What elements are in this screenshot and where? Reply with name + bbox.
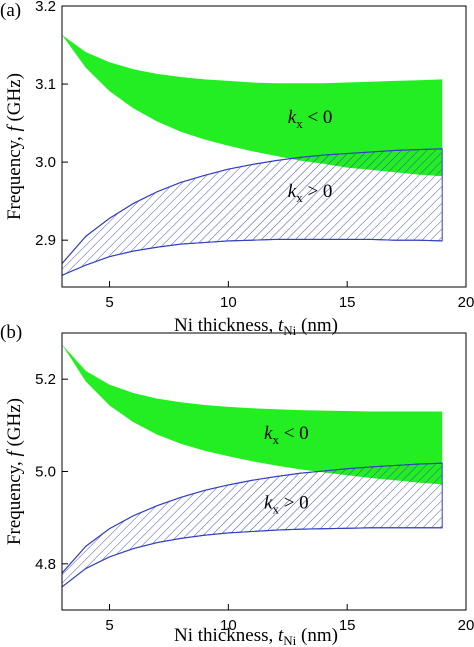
y-tick-label: 4.8 [35,556,56,573]
band-lower-edge [62,238,443,276]
panel-b-label: (b) [0,322,23,343]
chart-panel-a: kx < 0 kx > 0 5 10 15 20 2.9 3.0 3.1 3.2 Ni thickn… [4,0,474,338]
band-series-0 [62,34,443,177]
y-tick-label: 2.9 [35,232,56,249]
x-tick-label: 15 [339,617,356,634]
x-axis-label: Ni thickness, tNi (nm) [174,625,338,647]
band-upper-edge [62,148,443,264]
y-tick-label: 5.2 [35,371,56,388]
y-tick-label: 3.1 [35,76,56,93]
x-tick-label: 5 [105,294,113,311]
x-tick-label: 15 [339,294,356,311]
plot-area [62,34,443,276]
y-axis-label: Frequency, f (GHz) [4,73,25,220]
band-upper-edge [62,462,443,574]
x-tick-label: 10 [220,617,237,634]
series-label-1: kx > 0 [288,181,333,205]
plot-area [62,344,443,588]
series-label-1: kx > 0 [264,492,309,516]
series-label-0: kx < 0 [264,423,309,447]
series-label-0: kx < 0 [288,107,333,131]
x-tick-label: 20 [458,617,474,634]
y-axis-label: Frequency, f (GHz) [4,398,25,545]
chart-panel-b: kx < 0 kx > 0 5 10 15 20 4.8 5.0 5.2 Ni thickness… [4,332,474,647]
band-series-1 [62,462,443,588]
x-tick-label: 5 [105,617,113,634]
panel-a-label: (a) [0,0,22,21]
y-tick-label: 3.2 [35,0,56,15]
plot-frame [61,5,467,288]
band-lower-edge [62,527,443,588]
band-series-0 [62,344,443,485]
x-axis-label: Ni thickness, tNi (nm) [174,315,338,338]
x-tick-label: 10 [220,294,237,311]
x-tick-label: 20 [458,294,474,311]
y-tick-label: 5.0 [35,464,56,481]
y-tick-label: 3.0 [35,154,56,171]
